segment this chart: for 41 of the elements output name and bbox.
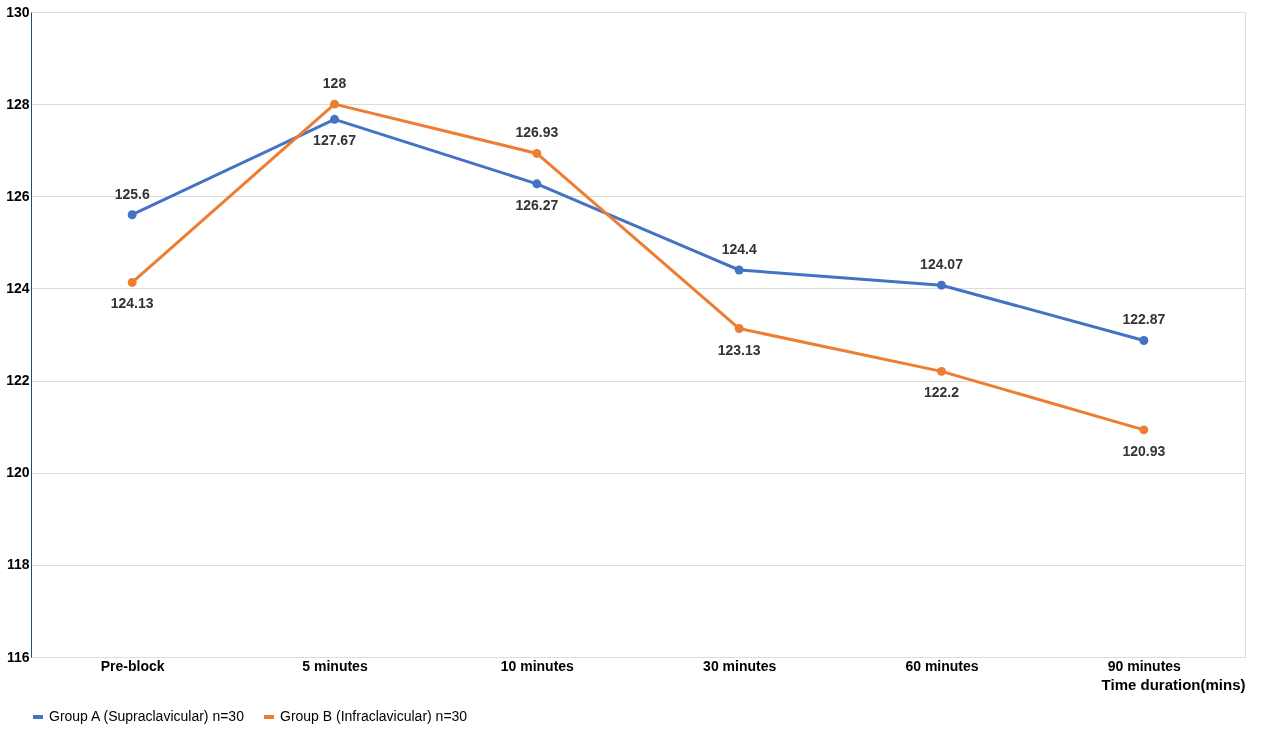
data-label: 125.6 <box>114 185 150 202</box>
point <box>127 210 137 220</box>
point <box>330 114 339 124</box>
x-tick-label: 10 minutes <box>500 657 575 674</box>
point <box>734 265 744 275</box>
data-label: 122.2 <box>923 384 960 401</box>
x-tick-label: 30 minutes <box>703 657 777 674</box>
data-label: 124.13 <box>110 295 154 312</box>
x-axis-title: Time duration(mins) <box>1101 675 1246 693</box>
y-tick-label: 122 <box>6 372 30 389</box>
point <box>532 179 542 189</box>
data-label: 128 <box>322 75 347 92</box>
data-label: 124.4 <box>721 241 757 257</box>
x-tick-label: Pre-block <box>100 657 165 674</box>
data-label: 126.93 <box>515 124 559 141</box>
y-tick-label: 120 <box>6 464 30 481</box>
y-tick-label: 118 <box>6 556 30 573</box>
data-label: 127.67 <box>313 132 357 149</box>
x-tick-label: 5 minutes <box>302 657 368 674</box>
point <box>1139 425 1149 435</box>
legend-label: Group A (Supraclavicular) n=30 <box>49 708 245 724</box>
y-tick-label: 124 <box>6 279 30 296</box>
x-tick-label: 60 minutes <box>905 657 979 674</box>
point <box>734 324 744 333</box>
data-label: 122.87 <box>1122 311 1166 328</box>
point <box>127 277 137 287</box>
y-tick-label: 128 <box>6 95 30 112</box>
data-label: 126.27 <box>515 196 559 213</box>
point <box>330 99 339 109</box>
legend-label: Group B (Infraclavicular) n=30 <box>280 708 468 724</box>
data-label: 124.07 <box>920 256 964 273</box>
point <box>532 148 542 158</box>
y-tick-label: 130 <box>6 3 30 20</box>
point <box>937 280 946 290</box>
point <box>1139 336 1149 345</box>
x-tick-label: 90 minutes <box>1107 657 1182 674</box>
data-label: 123.13 <box>717 341 761 358</box>
point <box>937 366 946 376</box>
y-tick-label: 126 <box>6 187 30 204</box>
data-label: 120.93 <box>1122 442 1166 459</box>
y-tick-label: 116 <box>6 648 30 665</box>
